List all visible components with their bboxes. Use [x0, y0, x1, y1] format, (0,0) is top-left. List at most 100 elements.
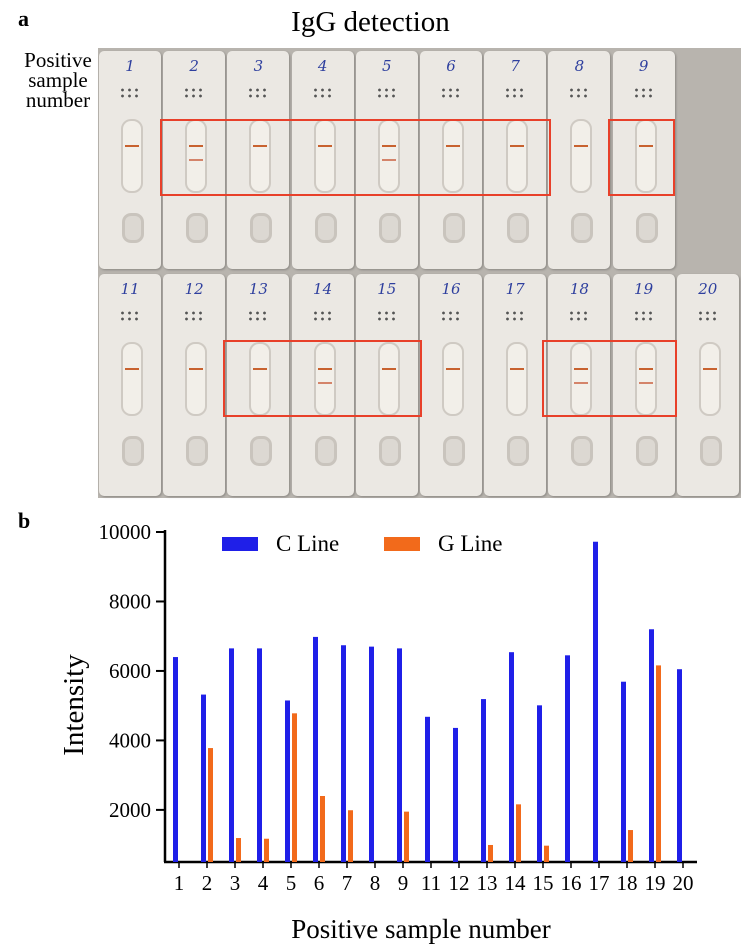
dot-grid: [440, 310, 462, 322]
sample-well: [507, 436, 530, 466]
cassette-number: 7: [510, 57, 520, 75]
sample-well: [443, 213, 465, 243]
test-cassette: 16: [420, 274, 482, 496]
control-line: [381, 145, 396, 147]
x-tick-label: 7: [342, 871, 353, 895]
highlight-box: [160, 119, 551, 196]
control-line: [125, 145, 139, 147]
dot-grid: [183, 310, 206, 322]
test-cassette: 15: [355, 274, 418, 496]
dot-grid: [568, 310, 591, 322]
c-line-bar: [173, 657, 178, 862]
side-label-line-2: sample: [28, 68, 88, 92]
panel-a-letter: a: [18, 6, 29, 31]
x-tick-label: 15: [533, 871, 554, 895]
sample-well: [635, 213, 658, 243]
legend-swatch-c-line: [222, 537, 258, 551]
c-line-bar: [229, 648, 234, 862]
x-tick-label: 14: [505, 871, 527, 895]
control-line: [317, 145, 332, 147]
x-tick-label: 3: [230, 871, 241, 895]
dot-grid: [696, 310, 719, 322]
cassette-number: 9: [638, 57, 649, 75]
cassette-number: 5: [382, 57, 392, 75]
result-window: [634, 119, 657, 193]
result-window: [377, 119, 400, 193]
dot-grid: [311, 310, 334, 322]
control-line: [253, 145, 268, 147]
c-line-bar: [313, 636, 318, 862]
x-axis-label: Positive sample number: [291, 914, 550, 944]
c-line-bar: [593, 541, 598, 862]
dot-grid: [632, 310, 655, 322]
dot-grid: [632, 87, 655, 99]
cassette-number: 13: [248, 280, 268, 298]
c-line-bar: [481, 699, 486, 862]
c-line-bar: [425, 716, 430, 862]
y-tick-label: 6000: [109, 659, 151, 683]
cassette-number: 1: [125, 57, 135, 75]
result-window: [442, 342, 464, 416]
control-line: [189, 145, 204, 147]
test-cassette: 5: [355, 51, 418, 269]
c-line-bar: [341, 645, 346, 862]
test-cassette: 13: [227, 274, 290, 496]
control-line: [125, 368, 139, 370]
cassette-number: 6: [446, 57, 456, 75]
side-label-line-3: number: [25, 88, 91, 112]
sample-well: [571, 436, 594, 466]
sample-well: [507, 213, 530, 243]
test-cassette: 14: [291, 274, 354, 496]
x-tick-label: 5: [286, 871, 297, 895]
control-line: [702, 368, 717, 370]
result-window: [506, 342, 529, 416]
panel-a-title: IgG detection: [291, 6, 450, 38]
result-window: [185, 119, 208, 193]
cassette-number: 4: [317, 57, 328, 75]
control-line: [638, 368, 653, 370]
dot-grid: [119, 310, 141, 322]
x-tick-label: 2: [202, 871, 213, 895]
c-line-bar: [369, 646, 374, 862]
x-tick-label: 20: [673, 871, 694, 895]
result-window: [185, 342, 208, 416]
highlight-box: [608, 119, 675, 196]
test-line: [189, 159, 204, 161]
test-cassette: 6: [420, 51, 482, 269]
x-tick-label: 16: [561, 871, 582, 895]
sample-well: [122, 213, 144, 243]
sample-well: [699, 436, 722, 466]
sample-well: [443, 436, 465, 466]
result-window: [313, 342, 336, 416]
y-tick-label: 10000: [99, 520, 152, 544]
sample-well: [378, 436, 401, 466]
control-line: [317, 368, 332, 370]
control-line: [189, 368, 204, 370]
cassette-number: 12: [184, 280, 204, 298]
dot-grid: [375, 87, 398, 99]
result-window: [121, 342, 143, 416]
sample-well: [186, 436, 209, 466]
x-tick-label: 13: [477, 871, 498, 895]
g-line-bar: [320, 796, 325, 862]
sample-well: [314, 436, 337, 466]
highlight-box: [223, 340, 422, 417]
dot-grid: [247, 310, 270, 322]
sample-well: [250, 213, 273, 243]
result-window: [698, 342, 721, 416]
test-cassette: 12: [163, 274, 226, 496]
sample-well: [571, 213, 594, 243]
x-tick-label: 1: [174, 871, 185, 895]
dot-grid: [375, 310, 398, 322]
test-line: [381, 159, 396, 161]
result-window: [570, 119, 593, 193]
x-tick-label: 9: [398, 871, 409, 895]
c-line-bar: [285, 700, 290, 862]
test-cassette: 2: [163, 51, 226, 269]
x-tick-label: 12: [449, 871, 470, 895]
control-line: [510, 368, 525, 370]
g-line-bar: [348, 810, 353, 862]
test-line: [574, 382, 589, 384]
c-line-bar: [537, 705, 542, 862]
control-line: [253, 368, 268, 370]
